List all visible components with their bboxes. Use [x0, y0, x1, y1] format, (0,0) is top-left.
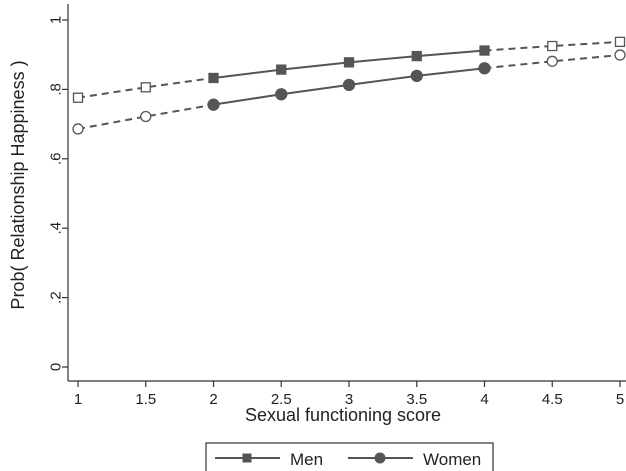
men-point	[411, 50, 422, 62]
x-tick-label: 3	[345, 391, 353, 408]
men-point	[479, 45, 490, 56]
y-tick-label: .8	[47, 83, 64, 96]
y-tick-label: .2	[47, 291, 64, 304]
women-point	[275, 88, 288, 101]
y-tick-label: 1	[47, 16, 64, 24]
men-point	[276, 64, 287, 75]
men-line-dashed-left	[77, 76, 214, 99]
series-layer	[72, 36, 626, 135]
men-point	[343, 57, 355, 68]
legend-women-label: Women	[423, 450, 481, 469]
x-tick-label: 4.5	[542, 391, 563, 408]
x-tick-label: 2	[209, 391, 217, 408]
men-point	[614, 36, 626, 48]
men-point	[208, 72, 219, 84]
x-axis: 1 1.5 2 2.5 3 3.5 4 4.5 5	[74, 381, 624, 408]
x-tick-label: 1.5	[135, 391, 156, 408]
women-line-dashed-left	[77, 103, 214, 130]
men-point	[140, 82, 151, 93]
y-axis: 0 .2 .4 .6 .8 1	[47, 16, 68, 371]
women-point	[614, 49, 626, 61]
legend-women-marker	[374, 452, 386, 464]
y-axis-label: Prob( Relationship Happiness )	[8, 60, 28, 309]
x-tick-label: 1	[74, 391, 82, 408]
men-point	[72, 92, 84, 103]
y-tick-label: .6	[47, 153, 64, 166]
women-point	[140, 110, 152, 123]
women-point	[546, 55, 558, 67]
x-tick-label: 4	[480, 391, 488, 408]
y-tick-label: .4	[47, 222, 64, 235]
y-tick-label: 0	[47, 363, 64, 371]
women-point	[478, 62, 491, 75]
legend: Men Women	[205, 442, 494, 471]
x-tick-label: 3.5	[406, 391, 427, 408]
x-tick-label: 2.5	[271, 391, 292, 408]
women-point	[342, 78, 356, 92]
women-line-dashed-right	[484, 54, 621, 70]
legend-men-label: Men	[290, 450, 323, 469]
men-line-dashed-right	[484, 40, 621, 52]
legend-men-marker	[242, 453, 252, 463]
x-tick-label: 5	[616, 391, 624, 408]
women-point	[207, 98, 220, 111]
x-axis-label: Sexual functioning score	[245, 405, 441, 425]
plot-frame	[67, 4, 626, 382]
men-point	[547, 40, 558, 52]
women-point	[410, 69, 423, 83]
women-point	[72, 123, 84, 135]
